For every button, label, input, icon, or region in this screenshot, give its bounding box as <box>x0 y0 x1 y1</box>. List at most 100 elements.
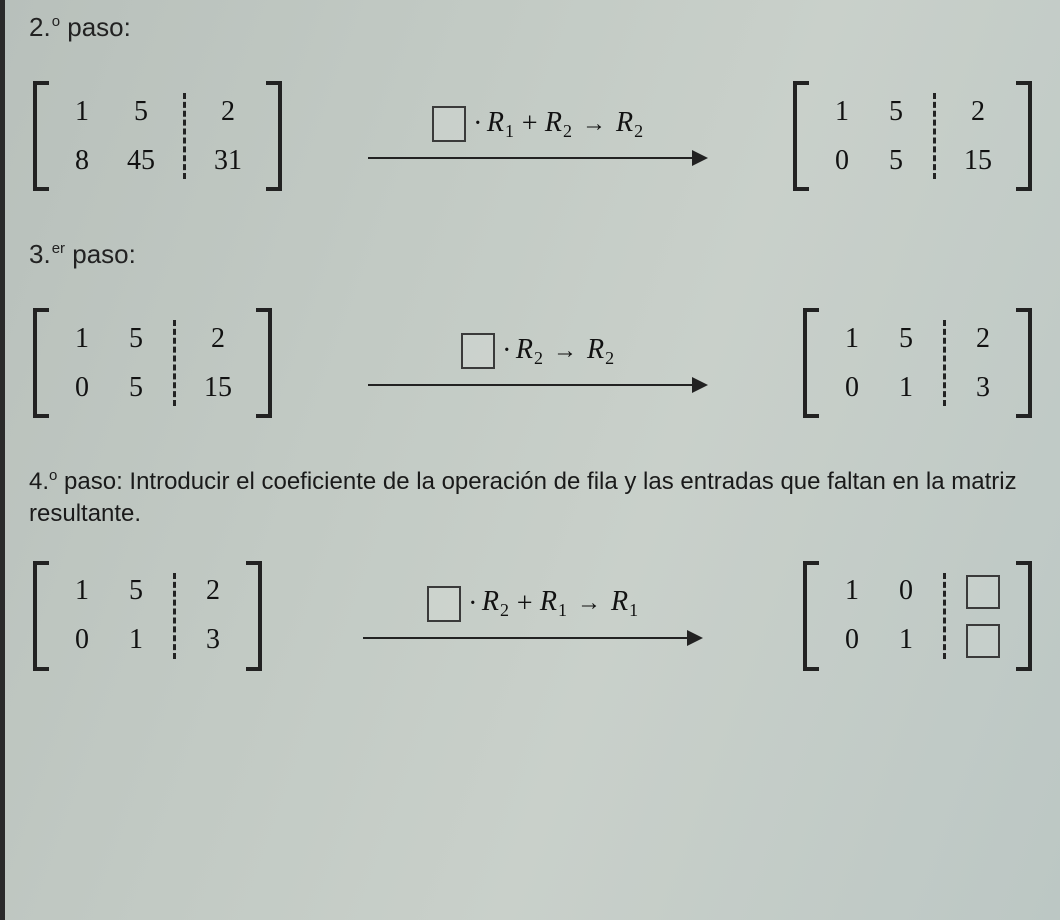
cell: 2 <box>186 573 240 609</box>
step4-operation: · R2 + R1 → R1 <box>272 586 793 646</box>
cell: 1 <box>879 622 933 658</box>
matrix-right-col: 2 15 <box>186 314 250 412</box>
step4-instruction: Introducir el coeficiente de la operació… <box>29 468 1017 527</box>
matrix-left-cols: 15 05 <box>815 87 923 185</box>
matrix-right-col: 2 3 <box>956 314 1010 412</box>
cell: 5 <box>109 94 173 130</box>
cell: 45 <box>109 143 173 179</box>
cell: 5 <box>109 321 163 357</box>
matrix-body: 15 05 2 15 <box>51 308 254 418</box>
coefficient-input[interactable] <box>461 333 495 369</box>
step4-left-matrix: 15 01 2 3 <box>33 561 262 671</box>
matrix-entry-input[interactable] <box>966 575 1000 609</box>
matrix-right-col: 2 15 <box>946 87 1010 185</box>
cell: 0 <box>825 370 879 406</box>
r-term: R2 <box>516 334 543 369</box>
cell: 1 <box>879 370 933 406</box>
step4-row: 15 01 2 3 · R2 + R1 → R1 10 01 <box>23 561 1042 671</box>
plus: + <box>520 108 539 140</box>
r-term: R1 <box>611 586 638 621</box>
step-word: paso: <box>60 12 131 42</box>
yields-arrow-icon: → <box>577 590 601 617</box>
step4-right-matrix: 10 01 <box>803 561 1032 671</box>
long-arrow-icon <box>368 377 708 393</box>
augment-separator <box>933 93 936 179</box>
bracket-left <box>33 81 51 191</box>
r-term: R2 <box>482 586 509 621</box>
bracket-left <box>33 561 51 671</box>
cell: 1 <box>815 94 869 130</box>
cell: 5 <box>879 321 933 357</box>
cell: 2 <box>186 321 250 357</box>
augment-separator <box>173 320 176 406</box>
r-term: R2 <box>545 107 572 142</box>
cell-input[interactable] <box>956 621 1010 660</box>
r-term: R1 <box>540 586 567 621</box>
step-number: 4. <box>29 468 49 495</box>
cell: 0 <box>55 370 109 406</box>
long-arrow-icon <box>368 150 708 166</box>
coefficient-input[interactable] <box>432 106 466 142</box>
cell: 0 <box>55 622 109 658</box>
step-word: paso: <box>57 468 129 495</box>
cell: 1 <box>55 94 109 130</box>
cell: 0 <box>879 573 933 609</box>
cell: 0 <box>825 622 879 658</box>
augment-separator <box>173 573 176 659</box>
coefficient-input[interactable] <box>427 586 461 622</box>
step2-title: 2.o paso: <box>29 12 1042 43</box>
bracket-right <box>1014 561 1032 671</box>
step-ordinal: o <box>52 13 60 30</box>
cell: 1 <box>825 573 879 609</box>
step2-left-matrix: 15 845 2 31 <box>33 81 282 191</box>
step-word: paso: <box>65 239 136 269</box>
r-term: R1 <box>487 107 514 142</box>
matrix-body: 15 05 2 15 <box>811 81 1014 191</box>
bracket-left <box>33 308 51 418</box>
cell: 8 <box>55 143 109 179</box>
step4-title: 4.o paso: Introducir el coeficiente de l… <box>29 466 1036 531</box>
r-term: R2 <box>587 334 614 369</box>
dot: · <box>474 108 481 140</box>
cell: 5 <box>109 370 163 406</box>
step3-operation: · R2 → R2 <box>282 333 793 393</box>
yields-arrow-icon: → <box>553 338 577 365</box>
step-ordinal: er <box>52 240 65 257</box>
cell: 2 <box>956 321 1010 357</box>
cell-input[interactable] <box>956 572 1010 611</box>
step-number: 3. <box>29 239 51 269</box>
cell: 5 <box>109 573 163 609</box>
long-arrow-icon <box>363 630 703 646</box>
cell: 5 <box>869 143 923 179</box>
bracket-right <box>244 561 262 671</box>
matrix-entry-input[interactable] <box>966 624 1000 658</box>
cell: 1 <box>825 321 879 357</box>
bracket-right <box>1014 81 1032 191</box>
operation-expression: · R2 + R1 → R1 <box>427 586 638 622</box>
matrix-left-cols: 10 01 <box>825 567 933 665</box>
cell: 3 <box>956 370 1010 406</box>
cell: 1 <box>55 321 109 357</box>
bracket-right <box>264 81 282 191</box>
step2-right-matrix: 15 05 2 15 <box>793 81 1032 191</box>
matrix-right-col: 2 31 <box>196 87 260 185</box>
step2-operation: · R1 + R2 → R2 <box>292 106 783 166</box>
cell: 1 <box>109 622 163 658</box>
yields-arrow-icon: → <box>582 111 606 138</box>
matrix-body: 15 01 2 3 <box>51 561 244 671</box>
step-number: 2. <box>29 12 51 42</box>
augment-separator <box>183 93 186 179</box>
matrix-body: 10 01 <box>821 561 1014 671</box>
matrix-body: 15 845 2 31 <box>51 81 264 191</box>
step3-right-matrix: 15 01 2 3 <box>803 308 1032 418</box>
matrix-left-cols: 15 01 <box>55 567 163 665</box>
dot: · <box>469 588 476 620</box>
cell: 0 <box>815 143 869 179</box>
cell: 2 <box>196 94 260 130</box>
dot: · <box>503 335 510 367</box>
step3-title: 3.er paso: <box>29 239 1042 270</box>
matrix-left-cols: 15 845 <box>55 87 173 185</box>
cell: 3 <box>186 622 240 658</box>
operation-expression: · R2 → R2 <box>461 333 614 369</box>
step3-row: 15 05 2 15 · R2 → R2 15 01 <box>23 308 1042 418</box>
